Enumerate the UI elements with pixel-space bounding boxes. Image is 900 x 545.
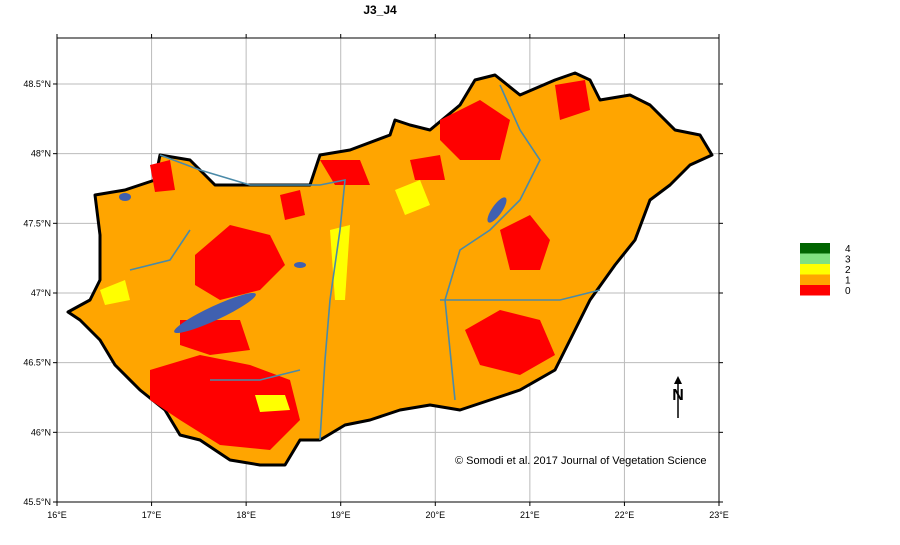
north-label: N: [672, 387, 684, 404]
country: [66, 71, 714, 467]
x-tick-label: 17°E: [142, 510, 162, 520]
credit: © Somodi et al. 2017 Journal of Vegetati…: [455, 455, 707, 467]
x-tick-label: 21°E: [520, 510, 540, 520]
north-arrow: N: [672, 376, 684, 418]
y-tick-label: 46°N: [31, 427, 51, 437]
legend-label: 1: [845, 276, 851, 287]
x-tick-label: 22°E: [615, 510, 635, 520]
y-tick-label: 47°N: [31, 288, 51, 298]
legend-swatch: [800, 264, 830, 275]
legend-swatch: [800, 253, 830, 264]
x-tick-label: 19°E: [331, 510, 351, 520]
legend-swatch: [800, 243, 830, 254]
lakes: [119, 193, 507, 334]
legend-label: 0: [845, 286, 851, 297]
x-tick-label: 16°E: [47, 510, 67, 520]
red-patches: [150, 80, 590, 450]
legend-label: 2: [845, 265, 851, 276]
y-tick-label: 48°N: [31, 149, 51, 159]
y-tick-label: 47.5°N: [23, 218, 51, 228]
x-tick-label: 23°E: [709, 510, 729, 520]
y-tick-label: 45.5°N: [23, 497, 51, 507]
x-tick-label: 20°E: [425, 510, 445, 520]
axes: 16°E 17°E 18°E 19°E 20°E 21°E 22°E 23°E 45.5°N 46…: [23, 34, 729, 520]
yellow-patches: [100, 180, 430, 412]
y-tick-label: 48.5°N: [23, 79, 51, 89]
legend-label: 3: [845, 255, 851, 266]
legend-swatch: [800, 274, 830, 285]
rivers: [129, 84, 601, 441]
y-tick-label: 46.5°N: [23, 358, 51, 368]
title: J3_J4: [363, 3, 397, 17]
frame: [56, 37, 720, 503]
x-tick-label: 18°E: [236, 510, 256, 520]
legend-swatch: [800, 285, 830, 296]
legend-label: 4: [845, 244, 851, 255]
